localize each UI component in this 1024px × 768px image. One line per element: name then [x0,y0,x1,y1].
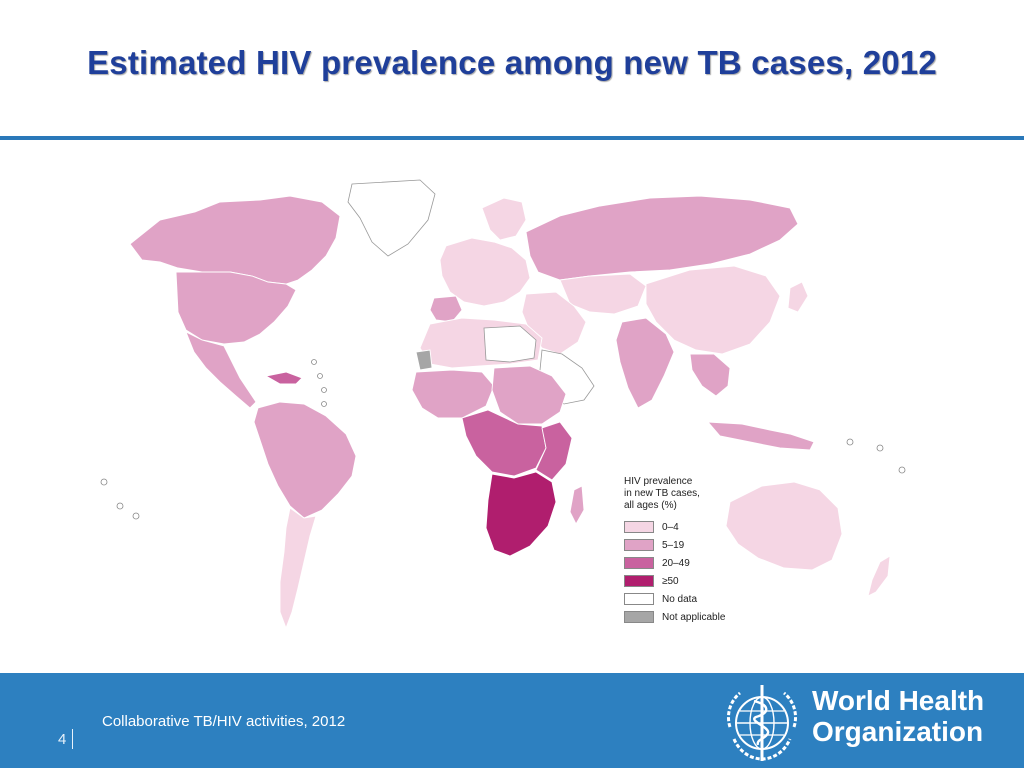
footer-caption: Collaborative TB/HIV activities, 2012 [102,713,346,730]
region-usa [175,271,297,345]
region-greenland [347,179,436,257]
region-central-asia [559,273,647,315]
map-legend: HIV prevalence in new TB cases, all ages… [624,476,764,626]
slide-title: Estimated HIV prevalence among new TB ca… [87,44,937,81]
legend-title-line: HIV prevalence [624,476,693,487]
legend-label: No data [662,593,698,605]
legend-swatch [624,557,654,569]
legend-label: 20–49 [662,557,690,569]
legend-item: No data [624,590,764,608]
who-wordmark: World Health Organization [812,685,984,747]
region-south-america-north [253,401,357,519]
legend-swatch [624,611,654,623]
region-europe-west [439,237,531,307]
who-wordmark-line: World Health [812,685,985,716]
legend-label: 5–19 [662,539,685,551]
island-dot [321,387,327,393]
legend-item: Not applicable [624,608,764,626]
legend-item: 0–4 [624,518,764,536]
legend-swatch [624,575,654,587]
region-iberia [429,295,463,323]
slide-number-separator [72,729,73,749]
region-west-africa [411,369,495,419]
legend-label: Not applicable [662,611,726,623]
region-new-zealand [867,555,891,597]
region-east-africa-north [491,365,567,425]
legend-title-line: in new TB cases, [624,488,700,499]
region-canada [129,195,341,285]
who-emblem-icon [726,685,798,761]
legend-item: 20–49 [624,554,764,572]
region-western-sahara [415,349,433,371]
legend-title: HIV prevalence in new TB cases, all ages… [624,476,764,512]
island-dot [317,373,323,379]
region-libya-egypt [483,325,537,363]
island-dot [100,478,108,486]
region-south-america-south [279,507,317,630]
who-wordmark-line: Organization [812,716,984,747]
region-japan [787,281,809,313]
region-australia [725,481,843,571]
island-dot [876,444,884,452]
region-central-africa [461,409,547,477]
world-map [90,172,940,642]
slide-number: 4 [58,731,67,748]
island-dot [116,502,124,510]
region-china [645,265,781,355]
world-map-svg [100,179,906,630]
island-dot [311,359,317,365]
island-dot [132,512,140,520]
island-dot [321,401,327,407]
region-madagascar [569,485,585,525]
island-dot [898,466,906,474]
footer-bar: 4 Collaborative TB/HIV activities, 2012 … [0,673,1024,768]
legend-swatch [624,521,654,533]
region-east-africa-south [535,421,573,481]
region-mexico [185,331,257,409]
legend-item: ≥50 [624,572,764,590]
island-dot [846,438,854,446]
region-india [615,317,675,409]
legend-swatch [624,593,654,605]
region-caribbean [264,371,303,385]
region-southern-africa [485,471,557,557]
legend-label: 0–4 [662,521,679,533]
region-scandinavia [481,197,527,241]
region-southeast-asia [689,353,731,397]
legend-title-line: all ages (%) [624,500,677,511]
legend-swatch [624,539,654,551]
legend-item: 5–19 [624,536,764,554]
legend-label: ≥50 [662,575,679,587]
title-divider [0,136,1024,140]
region-russia [525,195,799,281]
region-indonesia [706,421,815,451]
